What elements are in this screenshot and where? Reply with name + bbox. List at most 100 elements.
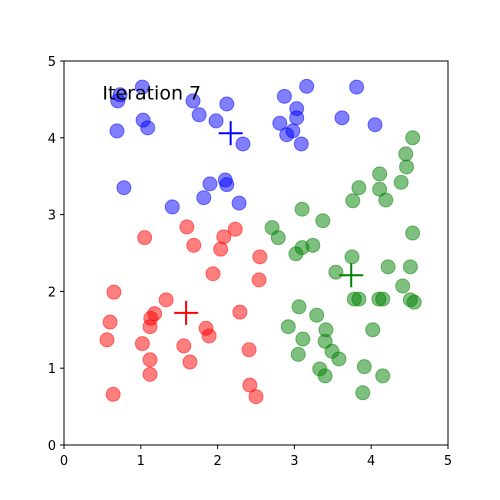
point [231,195,247,211]
x-tick-label: 5 [444,454,452,469]
point [140,120,156,136]
y-tick-label: 3 [48,209,56,224]
point [351,180,367,196]
point [142,366,158,382]
point [365,322,381,338]
y-tick-label: 4 [48,132,56,147]
point [213,241,229,257]
point [186,237,202,253]
point [280,319,296,335]
point [248,389,264,405]
point [202,176,218,192]
point [272,115,288,131]
point [406,294,422,310]
point [164,199,180,215]
point [142,352,158,368]
point [182,354,198,370]
point [289,110,305,126]
point [252,249,268,265]
point [315,213,331,229]
point [334,110,350,126]
point [355,385,371,401]
point [110,93,126,109]
point [99,332,115,348]
point [251,272,267,288]
point [279,127,295,143]
point [372,166,388,182]
x-tick-label: 1 [137,454,145,469]
y-tick-label: 1 [48,362,56,377]
point [142,319,158,335]
centroid [174,300,199,325]
point [216,229,232,245]
point [158,292,174,308]
y-tick-label: 5 [48,55,56,70]
point [399,159,415,175]
point [393,174,409,190]
point [317,368,333,384]
point [276,88,292,104]
point [367,117,383,133]
point [219,177,235,193]
point [227,221,243,237]
point [116,180,132,196]
point [398,146,414,162]
point [405,225,421,241]
y-tick-label: 2 [48,285,56,300]
plot-frame [63,60,449,446]
point [106,284,122,300]
point [102,314,118,330]
point [242,377,258,393]
point [185,93,201,109]
x-tick-label: 2 [213,454,221,469]
point [288,246,304,262]
point [219,96,235,112]
point [309,307,325,323]
centroid [339,263,364,288]
point [375,291,391,307]
point [137,230,153,246]
point [345,193,361,209]
point [349,79,365,95]
point [356,359,372,375]
point [241,342,257,358]
x-tick-label: 0 [60,454,68,469]
point [378,192,394,208]
point [270,230,286,246]
point [344,249,360,265]
point [293,136,309,152]
annotation: Iteration 7 [102,82,201,104]
point [290,346,306,362]
point [196,190,212,206]
centroid [218,121,243,146]
point [105,386,121,402]
point [109,123,125,139]
point [294,201,310,217]
point [208,113,224,129]
point [291,299,307,315]
point [328,264,344,280]
x-tick-label: 4 [367,454,375,469]
point [405,130,421,146]
point [375,368,391,384]
point [179,219,195,235]
y-tick-label: 0 [48,439,56,454]
point [201,328,217,344]
point [232,304,248,320]
point [176,338,192,354]
point [295,331,311,347]
point [299,78,315,94]
point [191,107,207,123]
point [395,278,411,294]
point [380,259,396,275]
point [205,266,221,282]
point [351,291,367,307]
point [331,351,347,367]
x-tick-label: 3 [290,454,298,469]
point [134,336,150,352]
point [134,79,150,95]
point [235,136,251,152]
